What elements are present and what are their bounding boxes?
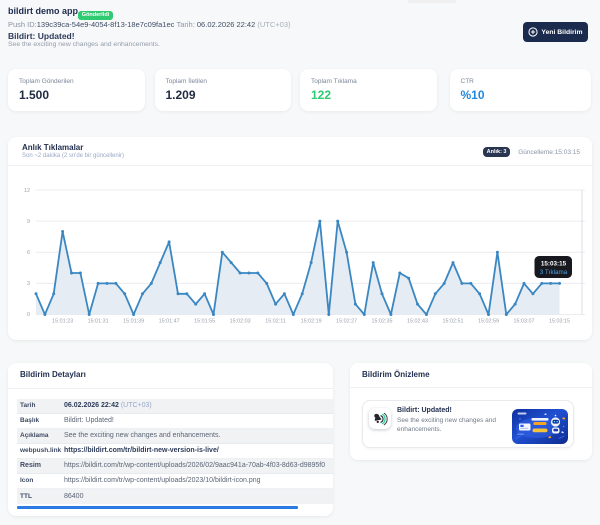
svg-text:15:02:43: 15:02:43: [407, 319, 428, 325]
svg-text:3: 3: [27, 281, 30, 287]
svg-text:15:03:15: 15:03:15: [541, 261, 567, 268]
svg-text:15:02:35: 15:02:35: [372, 319, 393, 325]
svg-text:15:01:55: 15:01:55: [194, 319, 215, 325]
svg-text:15:02:03: 15:02:03: [230, 319, 251, 325]
svg-text:12: 12: [24, 188, 30, 194]
svg-text:15:02:19: 15:02:19: [301, 319, 322, 325]
svg-text:15:02:27: 15:02:27: [336, 319, 357, 325]
svg-text:15:03:07: 15:03:07: [514, 319, 535, 325]
svg-text:15:02:51: 15:02:51: [443, 319, 464, 325]
svg-text:9: 9: [27, 219, 30, 225]
svg-text:15:01:23: 15:01:23: [52, 319, 73, 325]
svg-text:15:02:59: 15:02:59: [478, 319, 499, 325]
svg-text:3 Tıklama: 3 Tıklama: [540, 269, 568, 276]
svg-text:15:01:31: 15:01:31: [88, 319, 109, 325]
svg-text:6: 6: [27, 250, 30, 256]
svg-text:15:03:15: 15:03:15: [549, 319, 570, 325]
svg-text:15:02:11: 15:02:11: [265, 319, 286, 325]
svg-text:15:01:39: 15:01:39: [123, 319, 144, 325]
svg-text:15:01:47: 15:01:47: [159, 319, 180, 325]
svg-text:0: 0: [27, 312, 30, 318]
